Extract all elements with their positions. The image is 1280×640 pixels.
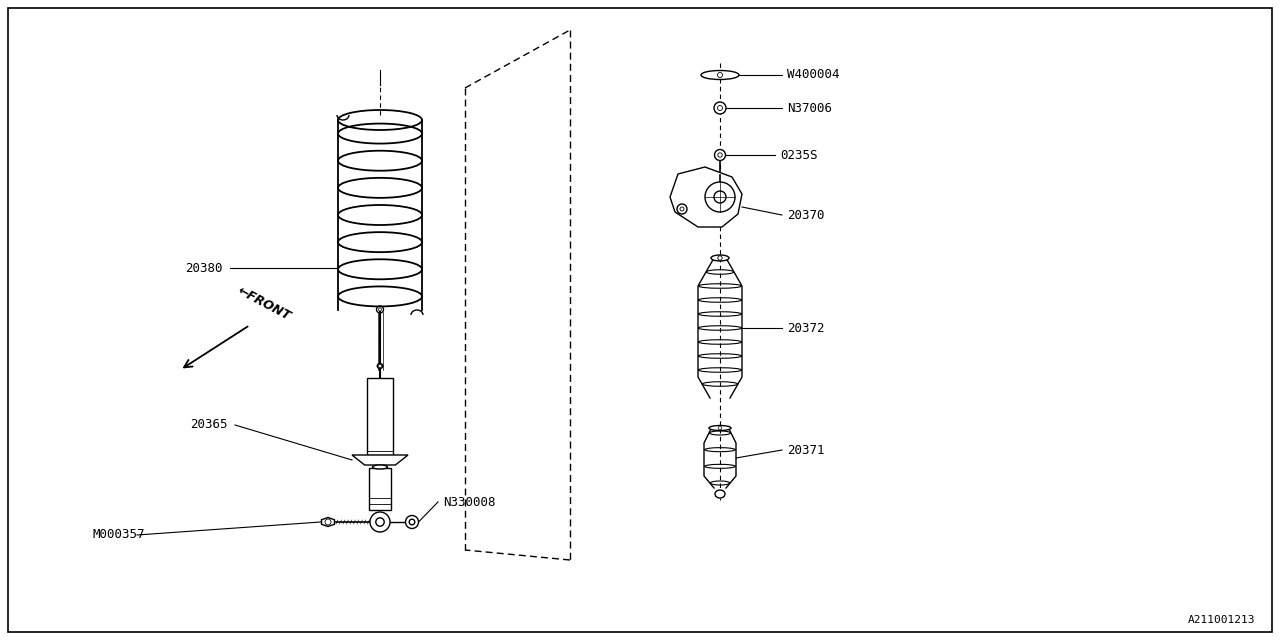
Text: 0235S: 0235S bbox=[780, 148, 818, 161]
Text: 20365: 20365 bbox=[189, 419, 228, 431]
Text: ←FRONT: ←FRONT bbox=[236, 284, 293, 323]
Polygon shape bbox=[352, 455, 408, 465]
FancyBboxPatch shape bbox=[369, 468, 390, 510]
Circle shape bbox=[714, 102, 726, 114]
Text: 20371: 20371 bbox=[787, 444, 824, 456]
Polygon shape bbox=[669, 167, 742, 227]
Text: 20372: 20372 bbox=[787, 321, 824, 335]
Ellipse shape bbox=[701, 70, 739, 79]
Polygon shape bbox=[321, 518, 334, 527]
Text: W400004: W400004 bbox=[787, 68, 840, 81]
Circle shape bbox=[714, 150, 726, 161]
Ellipse shape bbox=[716, 490, 724, 498]
Text: A211001213: A211001213 bbox=[1188, 615, 1254, 625]
FancyBboxPatch shape bbox=[367, 378, 393, 455]
Circle shape bbox=[705, 182, 735, 212]
Ellipse shape bbox=[372, 465, 388, 469]
Circle shape bbox=[677, 204, 687, 214]
Circle shape bbox=[406, 515, 419, 529]
Ellipse shape bbox=[710, 255, 730, 261]
Text: 20370: 20370 bbox=[787, 209, 824, 221]
Ellipse shape bbox=[709, 426, 731, 431]
Text: 20380: 20380 bbox=[186, 262, 223, 275]
Ellipse shape bbox=[378, 364, 383, 369]
Text: N37006: N37006 bbox=[787, 102, 832, 115]
Text: N330008: N330008 bbox=[443, 495, 495, 509]
Circle shape bbox=[370, 512, 390, 532]
Text: M000357: M000357 bbox=[92, 529, 145, 541]
